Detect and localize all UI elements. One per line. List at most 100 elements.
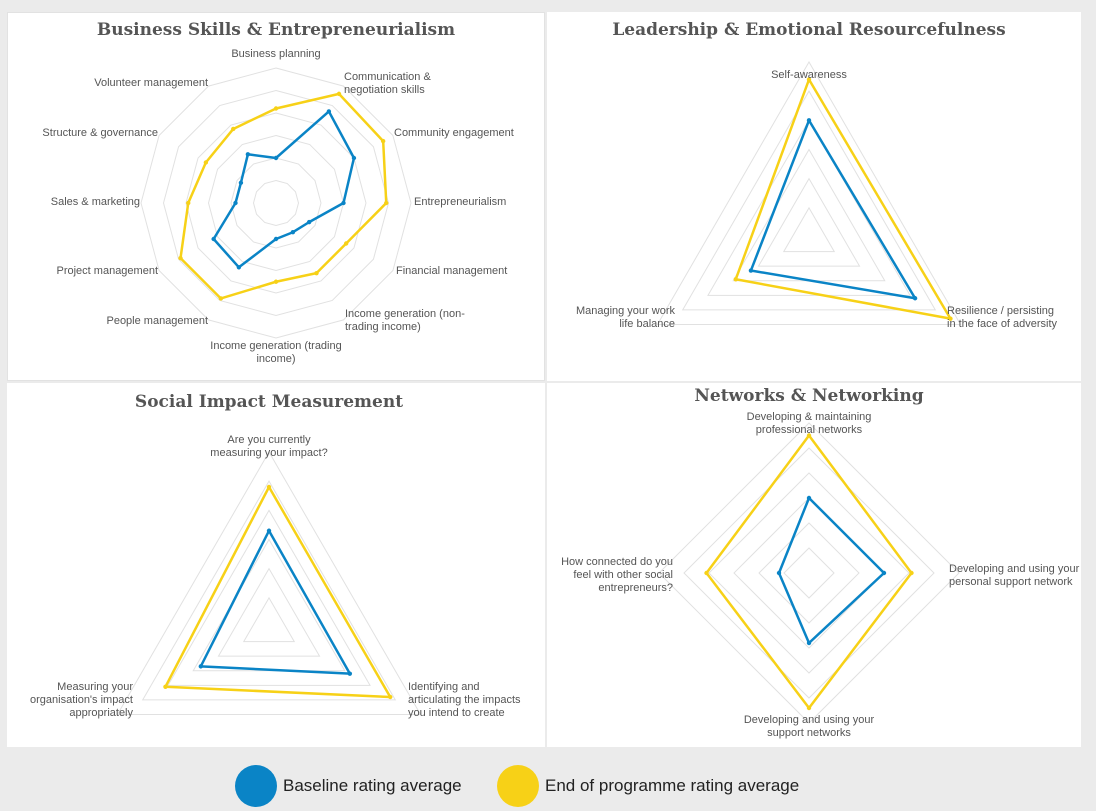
data-point-baseline-communication-negotiation-skil: [326, 109, 332, 114]
radar-chart-social-impact: Social Impact Measurement Are you current…: [30, 392, 521, 719]
legend-swatch-end: [497, 765, 539, 807]
data-point-end-developing-and-using-your-supp: [806, 705, 812, 711]
axis-label-income-generation-non-trading-: Income generation (non-trading income): [345, 308, 465, 333]
axis-label-entrepreneurialism: Entrepreneurialism: [414, 196, 506, 208]
data-point-end-developing-maintaining-profess: [806, 433, 812, 438]
data-point-baseline-business-planning: [273, 155, 279, 161]
chart-title: Leadership & Emotional Resourcefulness: [612, 20, 1005, 40]
grid-ring: [116, 450, 422, 715]
data-point-baseline-identifying-and-articulating-t: [347, 671, 353, 676]
axis-label-financial-management: Financial management: [396, 265, 507, 277]
data-point-baseline-structure-governance: [238, 180, 244, 185]
data-point-baseline-how-connected-do-you-feel-with: [776, 570, 782, 576]
axis-label-business-planning: Business planning: [231, 48, 320, 60]
data-point-end-structure-governance: [203, 160, 209, 165]
data-point-end-are-you-currently-measuring-yo: [266, 484, 272, 490]
axis-label-community-engagement: Community engagement: [394, 127, 514, 139]
legend-label-end: End of programme rating average: [545, 776, 800, 795]
data-point-baseline-developing-maintaining-profess: [806, 495, 812, 501]
chart-title: Social Impact Measurement: [135, 392, 403, 412]
grid-ring: [207, 134, 345, 272]
data-point-baseline-financial-management: [306, 219, 312, 225]
data-point-baseline-developing-and-using-your-pers: [881, 570, 887, 576]
data-point-baseline-managing-your-work-life-balanc: [748, 268, 754, 273]
data-point-baseline-project-management: [211, 236, 216, 242]
data-point-baseline-developing-and-using-your-supp: [806, 640, 812, 646]
grid-ring: [167, 509, 371, 686]
data-point-baseline-income-generation-trading-inco: [273, 236, 279, 242]
data-point-baseline-community-engagement: [351, 155, 357, 161]
grid-ring: [708, 472, 910, 674]
radar-chart-business-skills: Business Skills & Entrepreneurialism Busi…: [42, 20, 514, 365]
axis-label-are-you-currently-measuring-yo: Are you currently measuring your impact?: [210, 434, 327, 459]
axis-label-project-management: Project management: [57, 265, 159, 277]
grid-ring: [758, 522, 860, 624]
series-line-end: [179, 92, 388, 300]
data-point-baseline-people-management: [236, 265, 242, 270]
grid-ring: [733, 497, 885, 649]
grid-ring: [230, 157, 322, 249]
grid-ring: [681, 90, 937, 311]
grid-ring: [141, 480, 397, 701]
grid-ring: [683, 447, 935, 699]
data-point-baseline-entrepreneurialism: [341, 200, 346, 206]
data-point-baseline-volunteer-management: [245, 152, 251, 157]
axis-label-developing-and-using-your-supp: Developing and using your support network…: [744, 714, 875, 739]
data-point-end-resilience-persisting-in-the-f: [948, 316, 953, 321]
radar-grid: [656, 60, 962, 325]
data-point-baseline-resilience-persisting-in-the-f: [912, 296, 918, 301]
radar-grid: [658, 422, 960, 724]
data-point-end-business-planning: [273, 106, 279, 111]
grid-ring: [252, 179, 300, 227]
data-point-end-income-generation-non-trading-: [314, 270, 319, 276]
grid-ring: [242, 596, 296, 643]
series-line-end: [734, 78, 952, 320]
legend-label-baseline: Baseline rating average: [283, 776, 462, 795]
data-point-end-financial-management: [343, 241, 349, 246]
grid-ring: [707, 119, 911, 296]
series-line-baseline: [199, 529, 352, 675]
grid-ring: [658, 422, 960, 724]
axis-label-communication-negotiation-skil: Communication & negotiation skills: [344, 71, 431, 96]
axis-label-structure-governance: Structure & governance: [42, 127, 158, 139]
series-line-end: [705, 434, 913, 710]
data-point-end-self-awareness: [806, 77, 812, 82]
axis-label-managing-your-work-life-balanc: Managing your work life balance: [576, 305, 676, 330]
data-point-end-people-management: [218, 296, 224, 301]
axis-label-resilience-persisting-in-the-f: Resilience / persisting in the face of ad…: [947, 305, 1058, 330]
data-point-end-entrepreneurialism: [384, 200, 389, 206]
data-point-baseline-self-awareness: [806, 118, 812, 123]
data-point-end-developing-and-using-your-pers: [909, 570, 914, 576]
data-point-end-measuring-your-organisation-s-: [163, 684, 168, 689]
chart-panel-business-skills: Business Skills & Entrepreneurialism Busi…: [7, 12, 545, 381]
chart-panel-networks: Networks & Networking Developing & mainta…: [547, 383, 1081, 747]
data-point-end-how-connected-do-you-feel-with: [704, 570, 709, 576]
grid-ring: [140, 67, 412, 339]
legend-item-baseline: Baseline rating average: [235, 764, 462, 808]
series-line-end: [164, 485, 392, 699]
data-point-end-sales-marketing: [186, 200, 191, 206]
chart-title: Business Skills & Entrepreneurialism: [97, 20, 455, 40]
data-point-end-volunteer-management: [231, 126, 236, 132]
radar-grid: [116, 450, 422, 715]
axis-label-how-connected-do-you-feel-with: How connected do you feel with other soci…: [561, 556, 673, 594]
axis-label-people-management: People management: [106, 315, 208, 327]
chart-panel-social-impact: Social Impact Measurement Are you current…: [7, 383, 545, 747]
data-point-end-community-engagement: [380, 138, 386, 144]
data-point-end-managing-your-work-life-balanc: [733, 277, 738, 282]
axis-label-income-generation-trading-inco: Income generation (trading income): [210, 340, 341, 365]
axis-label-self-awareness: Self-awareness: [771, 69, 847, 81]
grid-ring: [217, 567, 321, 657]
grid-ring: [656, 60, 962, 325]
axis-label-developing-maintaining-profess: Developing & maintaining professional net…: [747, 411, 872, 436]
grid-ring: [782, 206, 836, 253]
series-line-baseline: [749, 119, 917, 300]
grid-ring: [783, 547, 835, 599]
axis-label-sales-marketing: Sales & marketing: [51, 196, 140, 208]
axis-label-identifying-and-articulating-t: Identifying and articulating the impacts y…: [408, 681, 521, 719]
grid-ring: [162, 89, 390, 317]
axis-label-developing-and-using-your-pers: Developing and using your personal suppor…: [949, 563, 1080, 588]
legend-swatch-baseline: [235, 765, 277, 807]
grid-ring: [757, 177, 861, 267]
data-point-baseline-income-generation-non-trading-: [290, 230, 296, 235]
